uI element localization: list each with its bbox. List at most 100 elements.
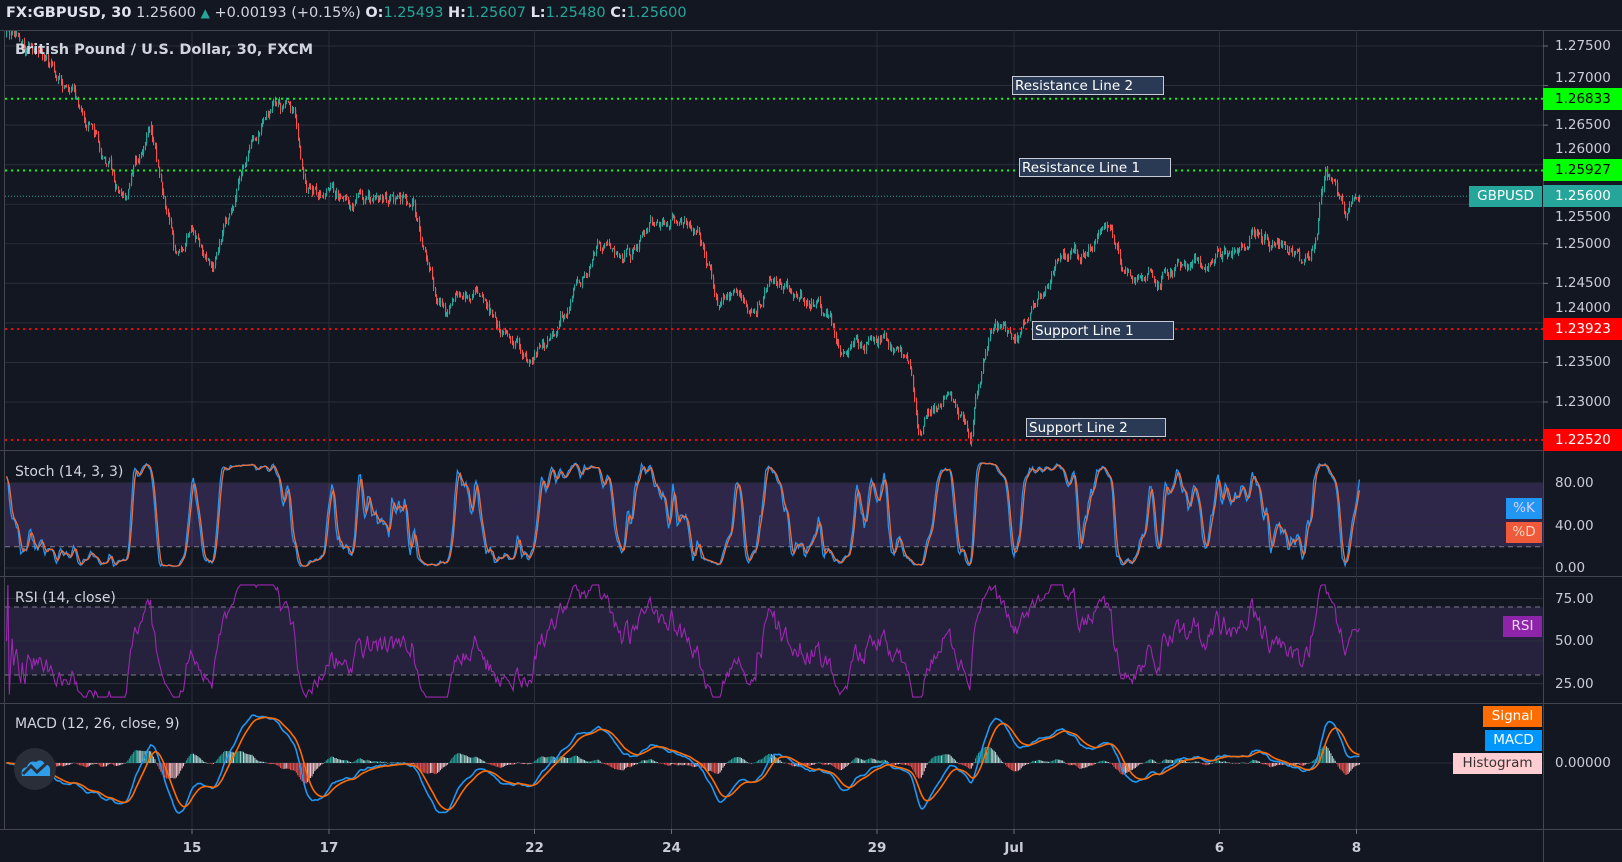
macd-histogram-bar (1053, 760, 1055, 763)
candle-body (724, 295, 726, 299)
candle-body (773, 279, 775, 282)
macd-histogram-bar (872, 758, 874, 763)
candle-body (626, 249, 628, 254)
macd-histogram-bar (943, 754, 945, 763)
macd-histogram-bar (432, 763, 434, 774)
candle-body (1291, 248, 1293, 250)
candle-body (1194, 256, 1196, 262)
symbol-name[interactable]: FX:GBPUSD, 30 (6, 5, 132, 21)
candle-body (123, 193, 125, 195)
candle-body (76, 97, 78, 99)
candle-body (729, 293, 731, 299)
candle-body (622, 254, 624, 261)
candle-body (640, 236, 642, 241)
macd-histogram-bar (355, 759, 357, 763)
rsi-title[interactable]: RSI (14, close) (15, 590, 116, 606)
candle-body (878, 338, 880, 345)
candle-body (1235, 250, 1237, 252)
macd-histogram-bar (893, 763, 895, 766)
candle-body (118, 186, 120, 191)
macd-histogram-bar (1144, 762, 1146, 763)
macd-histogram-bar (718, 763, 720, 774)
candle-body (506, 331, 508, 334)
candle-body (465, 293, 467, 299)
macd-histogram-bar (485, 762, 487, 764)
macd-histogram-bar (1043, 761, 1045, 763)
candle-body (106, 163, 108, 165)
macd-histogram-bar (1123, 763, 1125, 775)
tradingview-logo[interactable] (14, 748, 56, 790)
macd-title[interactable]: MACD (12, 26, close, 9) (15, 716, 180, 732)
candle-body (363, 199, 365, 204)
macd-histogram-bar (785, 762, 787, 764)
support-line-2-label[interactable]: Support Line 2 (1026, 418, 1166, 437)
candle-body (352, 205, 354, 209)
candle-body (308, 187, 310, 191)
macd-histogram-bar (1310, 762, 1312, 763)
macd-histogram-bar (544, 757, 546, 763)
candle-body (754, 311, 756, 313)
candle-body (322, 195, 324, 198)
macd-histogram-bar (1234, 762, 1236, 764)
macd-histogram-bar (1280, 763, 1282, 766)
macd-histogram-bar (378, 761, 380, 763)
macd-histogram-bar (812, 763, 814, 765)
candle-body (837, 340, 839, 343)
macd-histogram-bar (291, 763, 293, 771)
candle-body (563, 316, 565, 319)
macd-histogram-bar (1196, 761, 1198, 763)
candle-body (906, 355, 908, 357)
macd-histogram-bar (601, 762, 603, 764)
candle-body (1152, 271, 1154, 276)
macd-histogram-bar (327, 759, 329, 763)
time-axis-label: 8 (1351, 840, 1362, 856)
macd-histogram-bar (879, 760, 881, 763)
macd-histogram-bar (1046, 761, 1048, 763)
candle-body (388, 201, 390, 204)
macd-histogram-bar (1219, 760, 1221, 763)
macd-histogram-bar (469, 757, 471, 763)
candle-body (549, 338, 551, 340)
macd-histogram-bar (457, 753, 459, 763)
candle-body (338, 191, 340, 198)
candle-body (1182, 264, 1184, 266)
candle-body (1332, 178, 1334, 181)
candle-body (168, 210, 170, 216)
candle-body (310, 186, 312, 189)
candle-body (59, 75, 61, 78)
candle-body (242, 166, 244, 174)
resistance-line-1-label[interactable]: Resistance Line 1 (1019, 158, 1171, 177)
candle-body (760, 303, 762, 305)
macd-histogram-bar (649, 758, 651, 763)
candle-body (272, 102, 274, 110)
resistance-line-2-label[interactable]: Resistance Line 2 (1012, 76, 1164, 95)
candle-body (582, 277, 584, 286)
macd-histogram-bar (910, 763, 912, 768)
candle-body (1278, 240, 1280, 246)
macd-histogram-bar (853, 758, 855, 763)
candle-body (223, 224, 225, 233)
candle-body (16, 32, 18, 35)
candle-body (263, 119, 265, 122)
rsi-tag: RSI (1503, 616, 1542, 637)
support-line-1-label[interactable]: Support Line 1 (1032, 321, 1174, 340)
candle-body (1218, 249, 1220, 252)
candle-body (609, 242, 611, 244)
candle-body (11, 32, 13, 36)
candle-body (1122, 270, 1124, 272)
macd-histogram-bar (591, 761, 593, 763)
macd-histogram-bar (668, 763, 670, 766)
macd-histogram-bar (568, 758, 570, 763)
macd-histogram-bar (729, 760, 731, 763)
macd-histogram-bar (728, 761, 730, 763)
macd-histogram-bar (1273, 763, 1275, 767)
candle-body (286, 100, 288, 103)
macd-histogram-bar (842, 763, 844, 770)
macd-histogram-bar (1054, 759, 1056, 763)
candle-body (186, 234, 188, 244)
stoch-title[interactable]: Stoch (14, 3, 3) (15, 464, 124, 480)
candle-body (977, 391, 979, 397)
macd-histogram-bar (572, 756, 574, 763)
macd-histogram-bar (181, 763, 183, 769)
